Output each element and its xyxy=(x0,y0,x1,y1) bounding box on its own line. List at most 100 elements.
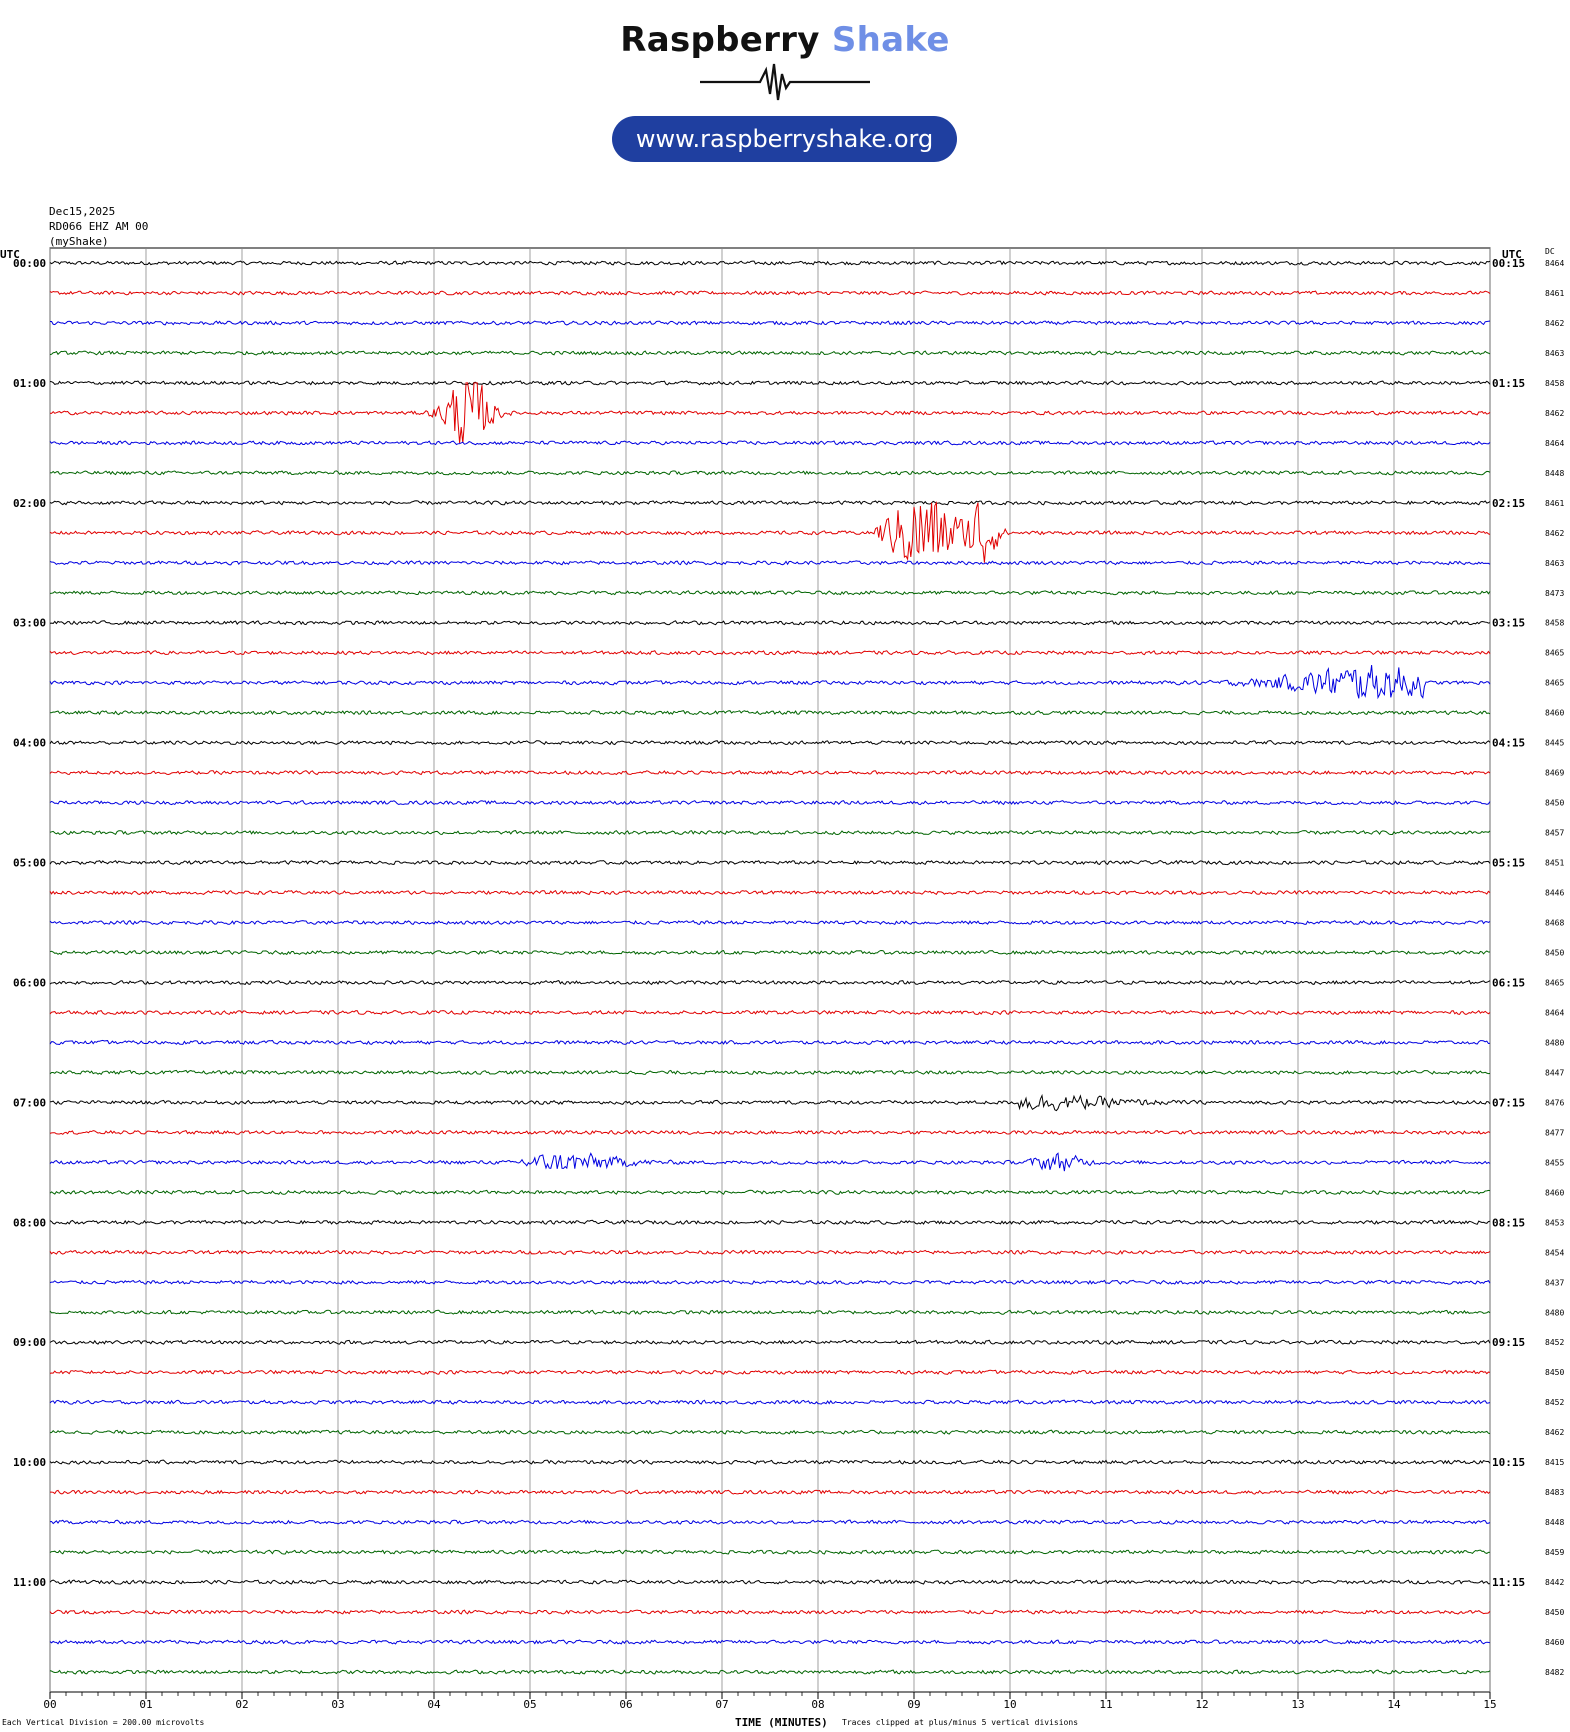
trace-line xyxy=(49,382,1491,443)
x-tick-label: 12 xyxy=(1195,1698,1208,1711)
trace-line xyxy=(49,979,1491,986)
dc-value-label: 8462 xyxy=(1545,319,1564,328)
trace-line xyxy=(49,440,1491,446)
dc-value-label: 8469 xyxy=(1545,769,1564,778)
dc-value-label: 8450 xyxy=(1545,1608,1564,1617)
x-tick-label: 05 xyxy=(523,1698,536,1711)
dc-value-label: 8437 xyxy=(1545,1278,1564,1287)
left-time-label: 10:00 xyxy=(13,1456,46,1469)
right-axis-label: UTC xyxy=(1502,248,1522,261)
trace-line xyxy=(49,1549,1491,1555)
x-tick-label: 07 xyxy=(715,1698,728,1711)
dc-value-label: 8462 xyxy=(1545,529,1564,538)
trace-line xyxy=(49,1459,1491,1465)
trace-line xyxy=(49,500,1491,506)
header: Raspberry Shake www.raspberryshake.org xyxy=(0,0,1570,180)
trace-line xyxy=(49,1579,1490,1585)
dc-value-label: 8483 xyxy=(1545,1488,1564,1497)
trace-line xyxy=(49,290,1491,296)
x-tick-label: 08 xyxy=(811,1698,824,1711)
dc-header-label: DC xyxy=(1545,247,1555,256)
trace-line xyxy=(50,320,1491,326)
x-tick-label: 01 xyxy=(139,1698,152,1711)
dc-value-label: 8477 xyxy=(1545,1128,1564,1137)
trace-line xyxy=(49,1279,1491,1285)
dc-value-label: 8450 xyxy=(1545,949,1564,958)
dc-value-label: 8415 xyxy=(1545,1458,1564,1467)
trace-line xyxy=(49,920,1491,926)
left-time-label: 02:00 xyxy=(13,497,46,510)
trace-line xyxy=(49,710,1491,716)
trace-line xyxy=(49,770,1491,776)
dc-value-label: 8442 xyxy=(1545,1578,1564,1587)
trace-line xyxy=(49,1429,1491,1435)
trace-line xyxy=(49,260,1491,266)
brand-logo[interactable]: Raspberry Shake xyxy=(0,20,1570,60)
dc-value-label: 8460 xyxy=(1545,1638,1564,1647)
dc-value-label: 8460 xyxy=(1545,709,1564,718)
x-tick-label: 00 xyxy=(43,1698,56,1711)
dc-value-label: 8450 xyxy=(1545,1368,1564,1377)
trace-line xyxy=(49,470,1491,476)
right-time-label: 03:15 xyxy=(1492,617,1525,630)
trace-line xyxy=(49,1039,1491,1046)
right-time-label: 09:15 xyxy=(1492,1336,1525,1349)
x-tick-label: 03 xyxy=(331,1698,344,1711)
dc-value-label: 8465 xyxy=(1545,679,1564,688)
dc-value-label: 8448 xyxy=(1545,1518,1564,1527)
plot-frame xyxy=(49,247,1491,1693)
scale-note: Each Vertical Division = 200.00 microvol… xyxy=(2,1718,205,1727)
dc-value-label: 8448 xyxy=(1545,469,1564,478)
dc-value-label: 8453 xyxy=(1545,1218,1564,1227)
trace-line xyxy=(49,800,1491,806)
trace-line xyxy=(49,949,1490,956)
x-tick-label: 15 xyxy=(1483,1698,1496,1711)
x-tick-label: 04 xyxy=(427,1698,441,1711)
dc-value-label: 8447 xyxy=(1545,1068,1564,1077)
trace-line xyxy=(49,1399,1491,1405)
dc-value-label: 8463 xyxy=(1545,559,1564,568)
trace-line xyxy=(49,890,1491,896)
dc-value-label: 8459 xyxy=(1545,1548,1564,1557)
dc-value-label: 8464 xyxy=(1545,1008,1564,1017)
dc-value-label: 8457 xyxy=(1545,829,1564,838)
trace-line xyxy=(49,1152,1491,1172)
left-time-label: 11:00 xyxy=(13,1576,46,1589)
trace-line xyxy=(49,664,1491,700)
website-link[interactable]: www.raspberryshake.org xyxy=(612,116,957,162)
trace-line xyxy=(49,1249,1491,1255)
trace-line xyxy=(49,1129,1491,1135)
trace-line xyxy=(49,860,1491,866)
left-time-label: 06:00 xyxy=(13,976,46,989)
x-tick-label: 14 xyxy=(1387,1698,1401,1711)
dc-value-label: 8480 xyxy=(1545,1308,1564,1317)
x-axis-label: TIME (MINUTES) xyxy=(735,1716,828,1729)
left-time-label: 05:00 xyxy=(13,857,46,870)
dc-value-label: 8464 xyxy=(1545,259,1564,268)
dc-value-label: 8461 xyxy=(1545,289,1564,298)
left-time-label: 08:00 xyxy=(13,1216,46,1229)
trace-line xyxy=(49,1189,1491,1195)
date-label: Dec15,2025 xyxy=(49,205,116,218)
trace-line xyxy=(49,350,1491,356)
right-time-label: 04:15 xyxy=(1492,737,1525,750)
trace-line xyxy=(49,380,1491,386)
dc-value-label: 8461 xyxy=(1545,499,1564,508)
trace-line xyxy=(49,1309,1491,1315)
dc-value-label: 8468 xyxy=(1545,919,1564,928)
x-tick-label: 11 xyxy=(1099,1698,1112,1711)
left-time-label: 07:00 xyxy=(13,1096,46,1109)
dc-value-label: 8462 xyxy=(1545,409,1564,418)
dc-value-label: 8465 xyxy=(1545,978,1564,987)
seismic-wave-logo-icon xyxy=(700,63,870,101)
right-time-label: 06:15 xyxy=(1492,976,1525,989)
x-tick-label: 02 xyxy=(235,1698,248,1711)
trace-line xyxy=(49,1069,1491,1075)
left-axis-label: UTC xyxy=(0,248,20,261)
x-tick-label: 06 xyxy=(619,1698,632,1711)
left-time-label: 00:00 xyxy=(13,257,46,270)
x-tick-label: 10 xyxy=(1003,1698,1016,1711)
trace-line xyxy=(50,1489,1491,1495)
dc-value-label: 8450 xyxy=(1545,799,1564,808)
